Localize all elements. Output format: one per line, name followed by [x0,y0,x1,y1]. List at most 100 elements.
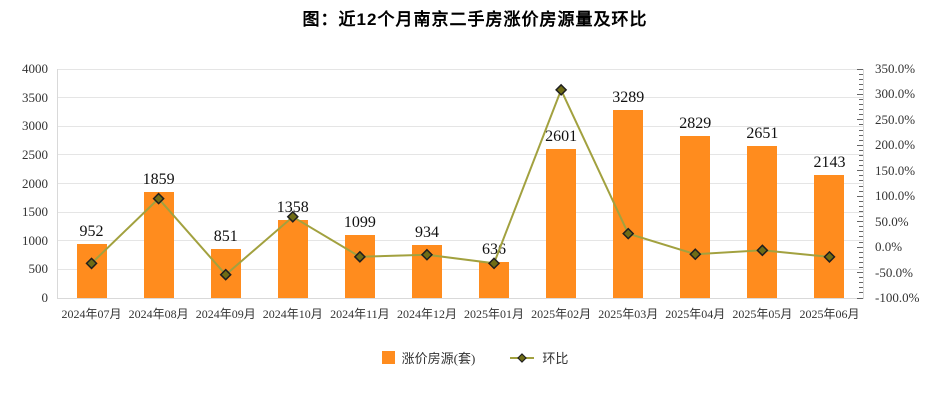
right-axis-tick-label: -100.0% [875,290,920,305]
right-axis-tick-label: 0.0% [875,239,903,255]
right-axis-tick-mark [859,277,863,279]
right-axis-tick-mark [859,109,863,111]
right-axis-tick-mark [859,205,863,207]
gridline [58,268,863,270]
left-axis-tick-label: 3500 [22,89,48,105]
right-axis-tick-label: -50.0% [875,264,913,280]
right-axis-tick-mark [859,282,863,284]
bar-2025年05月[interactable] [747,146,778,298]
right-axis-tick-mark [859,190,863,192]
line-path[interactable] [90,87,830,277]
left-axis-tick-label: 1500 [22,204,48,220]
right-axis-tick-label: 50.0% [875,213,909,229]
bar-2024年11月[interactable] [344,235,375,298]
right-axis-tick-mark [859,155,863,156]
right-axis-tick-label: 350.0% [875,61,916,76]
right-axis-tick-mark [859,99,863,101]
right-axis-tick-mark [859,114,863,116]
right-axis-tick-mark [859,134,863,136]
right-axis-tick-mark [857,119,863,121]
bar-value-label: 3289 [612,88,645,106]
bar-value-label: 1859 [142,170,175,188]
line-marker-2024年07月[interactable] [85,257,98,270]
bar-2024年07月[interactable] [76,243,107,298]
legend-item-line[interactable]: 环比 [509,348,568,367]
right-axis-tick-mark [857,221,863,223]
right-axis-tick-mark [859,83,863,85]
gridline [58,97,863,99]
right-axis-tick-mark [857,195,863,197]
line-marker-2025年03月[interactable] [622,227,635,240]
left-axis-tick-label: 3000 [22,118,48,134]
right-axis-tick-mark [859,185,863,187]
gridline [58,68,863,70]
right-axis-tick-mark [859,241,863,243]
x-axis-label: 2024年07月 [61,307,122,321]
left-axis-tick-label: 4000 [22,61,48,76]
right-axis-tick-mark [859,266,863,268]
bar-value-label: 934 [414,223,439,241]
bar-2024年10月[interactable] [277,220,308,298]
right-axis-tick-label: 300.0% [875,86,916,102]
left-axis-tick-label: 2500 [22,146,48,162]
line-marker-2024年12月[interactable] [420,248,434,261]
bar-value-label: 1099 [343,214,376,232]
bar-value-label: 2143 [813,154,846,172]
right-axis-tick-mark [859,287,863,289]
x-axis-label: 2025年05月 [732,307,793,321]
right-axis-tick-label: 150.0% [875,162,916,178]
left-axis-tick-label: 2000 [22,175,48,191]
line-marker-2025年06月[interactable] [823,250,836,263]
right-axis-tick-label: 250.0% [875,111,916,127]
right-axis-tick-mark [859,180,863,182]
line-marker-2025年02月[interactable] [555,83,568,96]
left-axis-tick-label: 0 [41,290,49,305]
bar-value-label: 2829 [679,115,712,133]
right-axis-tick-mark [859,236,863,238]
x-axis-label: 2024年11月 [330,307,390,321]
right-axis-tick-mark [859,139,863,141]
right-axis-tick-mark [859,165,863,167]
right-axis-tick-mark [859,226,863,228]
right-axis-tick-mark [857,93,863,95]
bar-2025年02月[interactable] [546,149,577,298]
right-axis-tick-mark [857,170,863,172]
line-marker-2025年04月[interactable] [689,248,702,261]
right-axis-tick-label: 100.0% [875,188,916,204]
line-marker-2024年09月[interactable] [219,268,232,281]
right-axis-tick-mark [857,272,863,274]
bar-series-swatch-icon [381,351,395,364]
right-axis-tick-mark [859,210,863,212]
chart-title: 图：近12个月南京二手房涨价房源量及环比 [302,10,648,29]
right-axis-tick-mark [859,251,863,253]
right-axis-tick-mark [857,246,863,248]
bar-2025年06月[interactable] [814,175,845,298]
line-marker-2025年01月[interactable] [487,257,501,270]
legend-bars-label: 涨价房源(套) [401,351,476,366]
x-axis-label: 2024年08月 [128,307,189,321]
line-marker-2024年08月[interactable] [152,192,165,205]
bar-value-label: 851 [213,228,238,246]
line-series [85,83,836,281]
legend-item-bars[interactable]: 涨价房源(套) [381,348,476,367]
right-axis-tick-mark [859,104,863,106]
right-axis-tick-mark [859,160,863,162]
right-axis-tick-mark [859,256,863,258]
bar-2025年03月[interactable] [613,109,644,298]
x-axis-label: 2025年01月 [464,307,525,321]
bar-2025年04月[interactable] [680,136,711,298]
right-axis-tick-mark [859,292,863,294]
right-axis-tick-mark [859,200,863,202]
plot-area: 0 500 1000 1500 2000 2500 3000 3500 4000 -100.0% -… [22,61,919,321]
line-marker-2024年11月[interactable] [353,250,366,263]
right-axis-tick-mark [859,231,863,233]
line-marker-2024年10月[interactable] [286,210,299,223]
gridline [58,211,863,213]
bar-value-label: 2601 [545,128,578,146]
right-axis-tick-mark [859,78,863,80]
gridline [58,240,863,242]
legend-line-label: 环比 [542,351,569,366]
right-axis-tick-mark [857,68,863,70]
line-marker-2025年05月[interactable] [756,244,769,257]
